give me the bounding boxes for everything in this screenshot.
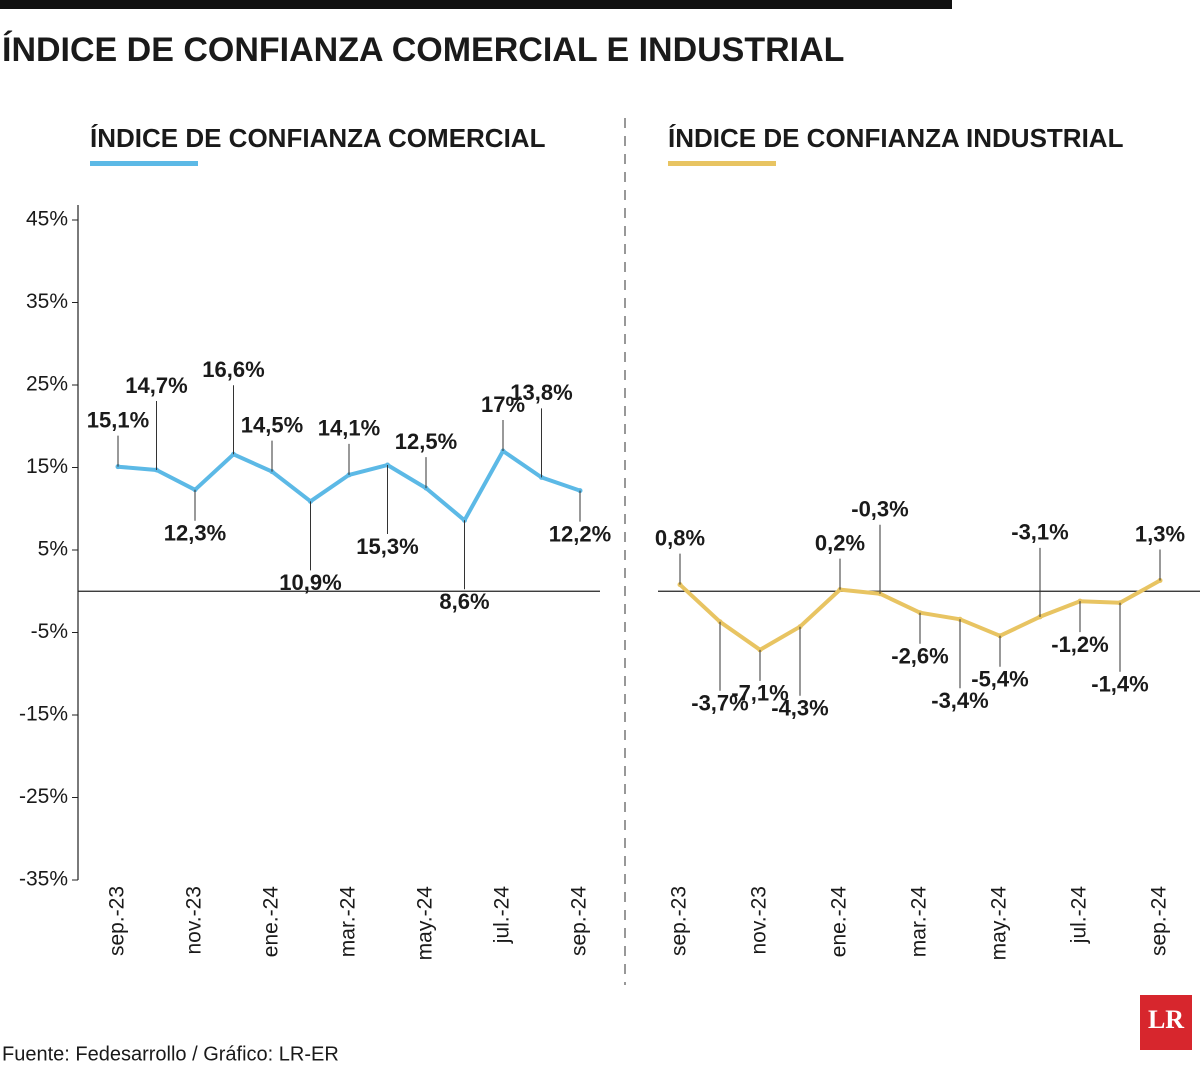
x-tick-label: sep.-24 bbox=[568, 886, 591, 956]
legend-swatch bbox=[668, 161, 776, 166]
x-tick-label: sep.-23 bbox=[106, 886, 129, 956]
value-label: 16,6% bbox=[202, 357, 264, 382]
value-label: 1,3% bbox=[1135, 521, 1185, 546]
value-label: -3,4% bbox=[931, 688, 988, 713]
chart-title: ÍNDICE DE CONFIANZA COMERCIAL bbox=[90, 123, 546, 153]
x-tick-label: mar.-24 bbox=[337, 886, 360, 958]
x-tick-label: mar.-24 bbox=[908, 886, 931, 958]
value-label: -1,2% bbox=[1051, 632, 1108, 657]
value-label: -7,1% bbox=[731, 681, 788, 706]
logo-box bbox=[1140, 995, 1192, 1050]
value-label: -3,7% bbox=[691, 691, 748, 716]
y-tick-label: 45% bbox=[26, 208, 68, 231]
value-label: -3,1% bbox=[1011, 520, 1068, 545]
value-label: 14,1% bbox=[318, 416, 380, 441]
y-tick-label: 25% bbox=[26, 373, 68, 396]
y-tick-label: 5% bbox=[38, 538, 68, 561]
value-label: -4,3% bbox=[771, 696, 828, 721]
value-label: 14,5% bbox=[241, 412, 303, 437]
value-label: 15,1% bbox=[87, 407, 149, 432]
value-label: 14,7% bbox=[125, 373, 187, 398]
y-tick-label: -35% bbox=[19, 868, 68, 891]
value-label: 0,8% bbox=[655, 525, 705, 550]
chart-title: ÍNDICE DE CONFIANZA INDUSTRIAL bbox=[668, 123, 1124, 153]
x-tick-label: jul.-24 bbox=[491, 886, 514, 945]
x-tick-label: may.-24 bbox=[988, 886, 1011, 961]
value-label: 13,8% bbox=[510, 380, 572, 405]
page-title: ÍNDICE DE CONFIANZA COMERCIAL E INDUSTRI… bbox=[2, 31, 844, 69]
value-label: -0,3% bbox=[851, 497, 908, 522]
value-label: -2,6% bbox=[891, 644, 948, 669]
value-label: -1,4% bbox=[1091, 672, 1148, 697]
x-tick-label: ene.-24 bbox=[260, 886, 283, 958]
logo: LR bbox=[1148, 1005, 1184, 1034]
value-label: -5,4% bbox=[971, 667, 1028, 692]
x-tick-label: sep.-24 bbox=[1148, 886, 1171, 956]
x-tick-label: ene.-24 bbox=[828, 886, 851, 958]
source: Fuente: Fedesarrollo / Gráfico: LR-ER bbox=[2, 1043, 339, 1065]
y-tick-label: -5% bbox=[31, 620, 68, 643]
value-label: 17% bbox=[481, 392, 525, 417]
value-label: 12,5% bbox=[395, 429, 457, 454]
x-tick-label: sep.-23 bbox=[668, 886, 691, 956]
x-tick-label: jul.-24 bbox=[1068, 886, 1091, 945]
x-tick-label: nov.-23 bbox=[748, 886, 771, 955]
y-tick-label: 15% bbox=[26, 455, 68, 478]
y-tick-label: -15% bbox=[19, 703, 68, 726]
value-label: 0,2% bbox=[815, 530, 865, 555]
y-tick-label: -25% bbox=[19, 785, 68, 808]
value-label: 8,6% bbox=[439, 589, 489, 614]
x-tick-label: may.-24 bbox=[414, 886, 437, 961]
legend-swatch bbox=[90, 161, 198, 166]
x-tick-label: nov.-23 bbox=[183, 886, 206, 955]
y-tick-label: 35% bbox=[26, 290, 68, 313]
value-label: 12,3% bbox=[164, 521, 226, 546]
value-label: 10,9% bbox=[279, 570, 341, 595]
top-bar bbox=[0, 0, 952, 9]
value-label: 15,3% bbox=[356, 534, 418, 559]
value-label: 12,2% bbox=[549, 521, 611, 546]
